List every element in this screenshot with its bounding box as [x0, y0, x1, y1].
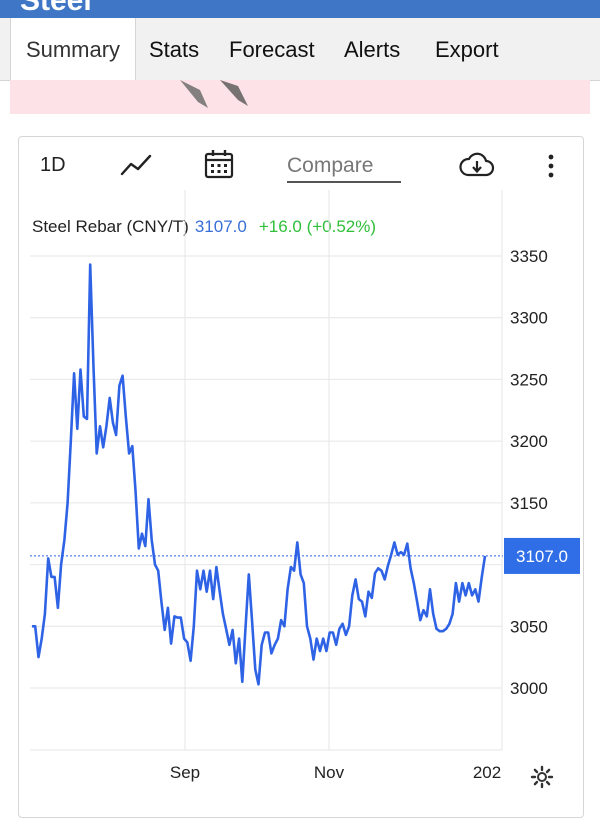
last-price-tag-bg: [504, 537, 580, 574]
y-tick-label: 3250: [510, 370, 548, 389]
app-header: Steel: [0, 0, 600, 18]
y-tick-label: 3050: [510, 617, 548, 636]
x-axis: Sep Nov 202: [170, 763, 501, 782]
tab-export[interactable]: Export: [435, 37, 499, 62]
last-price-tag-label: 3107.0: [516, 547, 568, 566]
tab-stats[interactable]: Stats: [149, 37, 200, 62]
legend-change: +16.0 (+0.52%): [258, 217, 377, 236]
x-tick-label: 202: [473, 763, 501, 782]
y-tick-label: 3300: [510, 309, 548, 328]
chart-grid: [30, 190, 503, 751]
y-axis: 3000 3050 3150 3200 3250 3300 3350: [510, 247, 548, 698]
price-series-line: [32, 263, 487, 686]
calendar-icon[interactable]: [204, 149, 234, 179]
tab-alerts[interactable]: Alerts: [344, 37, 401, 62]
cloud-download-icon[interactable]: [459, 152, 495, 180]
compare-input[interactable]: [287, 151, 401, 183]
gear-icon[interactable]: [530, 765, 554, 789]
y-tick-label: 3000: [510, 679, 548, 698]
y-tick-label: 3200: [510, 432, 548, 451]
interval-selector[interactable]: 1D: [40, 154, 66, 176]
price-chart[interactable]: 3000 3050 3150 3200 3250 3300 3350 Sep Nov 202 3…: [0, 0, 600, 800]
tab-summary[interactable]: Summary: [10, 18, 136, 81]
app-title: Steel: [20, 0, 92, 17]
line-chart-icon[interactable]: [120, 152, 152, 178]
tab-bar: Summary Stats Forecast Alerts Export: [0, 18, 600, 81]
more-vertical-icon[interactable]: [544, 152, 558, 180]
x-tick-label: Nov: [314, 763, 345, 782]
ad-banner[interactable]: [10, 80, 590, 114]
y-tick-label: 3350: [510, 247, 548, 266]
chart-card: [18, 136, 584, 818]
tab-forecast[interactable]: Forecast: [229, 37, 315, 62]
legend-price: 3107.0: [194, 217, 247, 236]
last-price-tag: 3107.0: [504, 537, 580, 574]
y-tick-label: 3150: [510, 494, 548, 513]
chart-legend: Steel Rebar (CNY/T) 3107.0 +16.0 (+0.52%): [32, 217, 376, 237]
x-tick-label: Sep: [170, 763, 200, 782]
banner-graphic: [180, 80, 248, 108]
instrument-name: Steel Rebar (CNY/T): [32, 217, 189, 236]
